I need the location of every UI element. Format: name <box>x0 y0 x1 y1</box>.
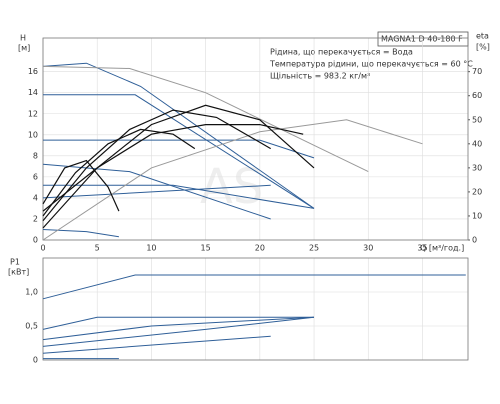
curve <box>42 229 119 238</box>
curve <box>43 184 315 209</box>
y2-tick-label: 50 <box>472 115 482 124</box>
curve <box>42 159 120 212</box>
x-tick-label: 0 <box>40 244 45 253</box>
y-unit: [м] <box>18 44 30 53</box>
y-label: H <box>20 34 26 43</box>
plot-frame <box>42 257 469 361</box>
y-tick-label: 12 <box>28 109 38 118</box>
y2-tick-label: 30 <box>472 163 482 172</box>
x-tick-label: 20 <box>255 244 265 253</box>
curve <box>42 119 423 241</box>
y2-tick-label: 0 <box>472 236 477 245</box>
x-tick-label: 15 <box>201 244 211 253</box>
y-tick-label: 16 <box>28 67 38 76</box>
y-tick-label: 0 <box>33 236 38 245</box>
curve <box>42 104 315 229</box>
curve <box>42 163 271 220</box>
curve <box>42 274 466 300</box>
y2-tick-label: 40 <box>472 139 482 148</box>
x-tick-label: 30 <box>363 244 373 253</box>
y-tick-label: 1,0 <box>25 288 38 297</box>
y2-label: eta <box>476 32 489 41</box>
curve <box>42 316 315 341</box>
curve <box>42 335 271 354</box>
curve <box>42 316 315 347</box>
curve <box>42 62 315 209</box>
y2-tick-label: 20 <box>472 187 482 196</box>
curve <box>42 316 314 330</box>
curve <box>42 65 369 173</box>
y-unit: [кВт] <box>8 268 29 277</box>
x-tick-label: 5 <box>95 244 100 253</box>
y-tick-label: 8 <box>33 151 38 160</box>
y2-tick-label: 10 <box>472 211 482 220</box>
x-tick-label: 25 <box>309 244 319 253</box>
annotation: Рідина, що перекачується = Вода <box>270 48 413 57</box>
curve <box>42 128 196 217</box>
chart-title: MAGNA1 D 40-180 F <box>381 35 463 44</box>
x-tick-label: 10 <box>146 244 156 253</box>
y-label: P1 <box>10 258 20 267</box>
curve <box>42 124 304 212</box>
y-tick-label: 14 <box>28 88 38 97</box>
x-tick-label: 35 <box>417 244 427 253</box>
curve <box>43 94 315 209</box>
y-tick-label: 0,5 <box>25 322 38 331</box>
y-tick-label: 6 <box>33 172 38 181</box>
annotation: Температура рідини, що перекачується = 6… <box>269 60 473 69</box>
y2-tick-label: 70 <box>472 67 482 76</box>
x-label: Q [м³/год.] <box>420 244 464 253</box>
curve <box>42 184 271 199</box>
curve <box>42 109 271 222</box>
curve <box>43 139 315 159</box>
y2-tick-label: 60 <box>472 91 482 100</box>
y-tick-label: 2 <box>33 214 38 223</box>
annotation: Щільність = 983.2 кг/м³ <box>270 72 370 81</box>
y-tick-label: 10 <box>28 130 38 139</box>
plot-frame <box>42 37 469 241</box>
y2-unit: [%] <box>476 43 490 52</box>
y-tick-label: 0 <box>33 356 38 365</box>
y-tick-label: 4 <box>33 193 38 202</box>
